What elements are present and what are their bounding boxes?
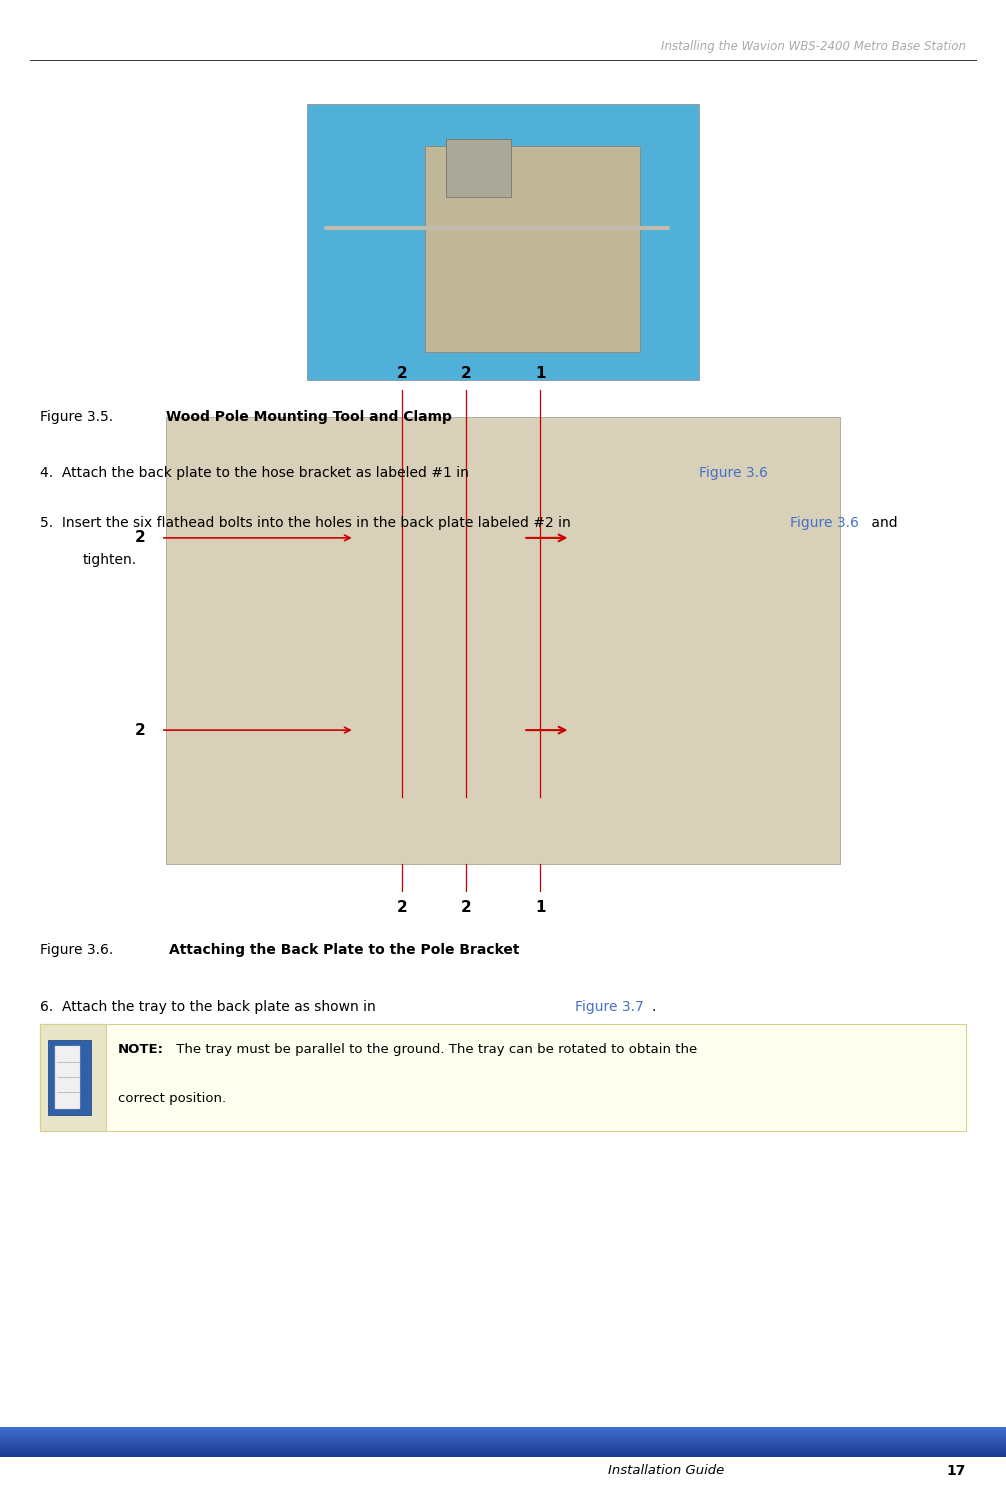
Text: 2: 2 xyxy=(461,900,471,915)
Bar xyxy=(54,1046,80,1109)
Bar xyxy=(307,104,699,380)
Text: 2: 2 xyxy=(396,367,407,381)
Bar xyxy=(0,1454,1006,1456)
Bar xyxy=(0,1451,1006,1453)
Text: Installation Guide: Installation Guide xyxy=(608,1465,724,1477)
Text: 2: 2 xyxy=(461,367,471,381)
Bar xyxy=(0,1433,1006,1435)
Text: 1: 1 xyxy=(535,900,545,915)
Bar xyxy=(0,1442,1006,1444)
Text: tighten.: tighten. xyxy=(82,553,137,566)
Bar xyxy=(0,1439,1006,1441)
Text: The tray must be parallel to the ground. The tray can be rotated to obtain the: The tray must be parallel to the ground.… xyxy=(172,1043,697,1056)
Text: Figure 3.7: Figure 3.7 xyxy=(575,1000,644,1013)
Bar xyxy=(0,1432,1006,1433)
Text: 6.  Attach the tray to the back plate as shown in: 6. Attach the tray to the back plate as … xyxy=(40,1000,380,1013)
Bar xyxy=(0,1435,1006,1436)
Bar xyxy=(0,1448,1006,1450)
Bar xyxy=(0,1436,1006,1438)
Bar xyxy=(0,1429,1006,1430)
Text: Figure 3.6: Figure 3.6 xyxy=(790,516,858,529)
Bar xyxy=(0,1450,1006,1451)
Text: 4.  Attach the back plate to the hose bracket as labeled #1 in: 4. Attach the back plate to the hose bra… xyxy=(40,466,474,480)
Text: 2: 2 xyxy=(135,530,146,545)
Text: and: and xyxy=(867,516,897,529)
Text: 5.  Insert the six flathead bolts into the holes in the back plate labeled #2 in: 5. Insert the six flathead bolts into th… xyxy=(40,516,575,529)
Bar xyxy=(40,1024,106,1131)
Text: Installing the Wavion WBS-2400 Metro Base Station: Installing the Wavion WBS-2400 Metro Bas… xyxy=(661,40,966,54)
Bar xyxy=(425,146,640,353)
Bar xyxy=(166,417,840,864)
Text: 2: 2 xyxy=(396,900,407,915)
Text: Wood Pole Mounting Tool and Clamp: Wood Pole Mounting Tool and Clamp xyxy=(166,410,452,423)
Bar xyxy=(0,1453,1006,1454)
Bar xyxy=(0,1438,1006,1439)
Text: Attaching the Back Plate to the Pole Bracket: Attaching the Back Plate to the Pole Bra… xyxy=(169,943,519,957)
Bar xyxy=(446,140,511,197)
Bar xyxy=(0,1441,1006,1442)
Bar xyxy=(0,1445,1006,1447)
Bar xyxy=(40,1024,966,1131)
Text: NOTE:: NOTE: xyxy=(118,1043,164,1056)
Bar xyxy=(0,1456,1006,1457)
Bar xyxy=(0,1447,1006,1448)
Bar xyxy=(0,1444,1006,1445)
Text: Figure 3.6: Figure 3.6 xyxy=(699,466,768,480)
Text: Figure 3.5.: Figure 3.5. xyxy=(40,410,114,423)
Bar xyxy=(48,1040,91,1115)
Text: .: . xyxy=(652,1000,656,1013)
Text: correct position.: correct position. xyxy=(118,1092,225,1106)
Text: 17: 17 xyxy=(947,1463,966,1478)
Text: 2: 2 xyxy=(135,723,146,738)
Bar xyxy=(0,1427,1006,1429)
Text: Figure 3.6.: Figure 3.6. xyxy=(40,943,114,957)
Bar xyxy=(0,1430,1006,1432)
Text: 1: 1 xyxy=(535,367,545,381)
